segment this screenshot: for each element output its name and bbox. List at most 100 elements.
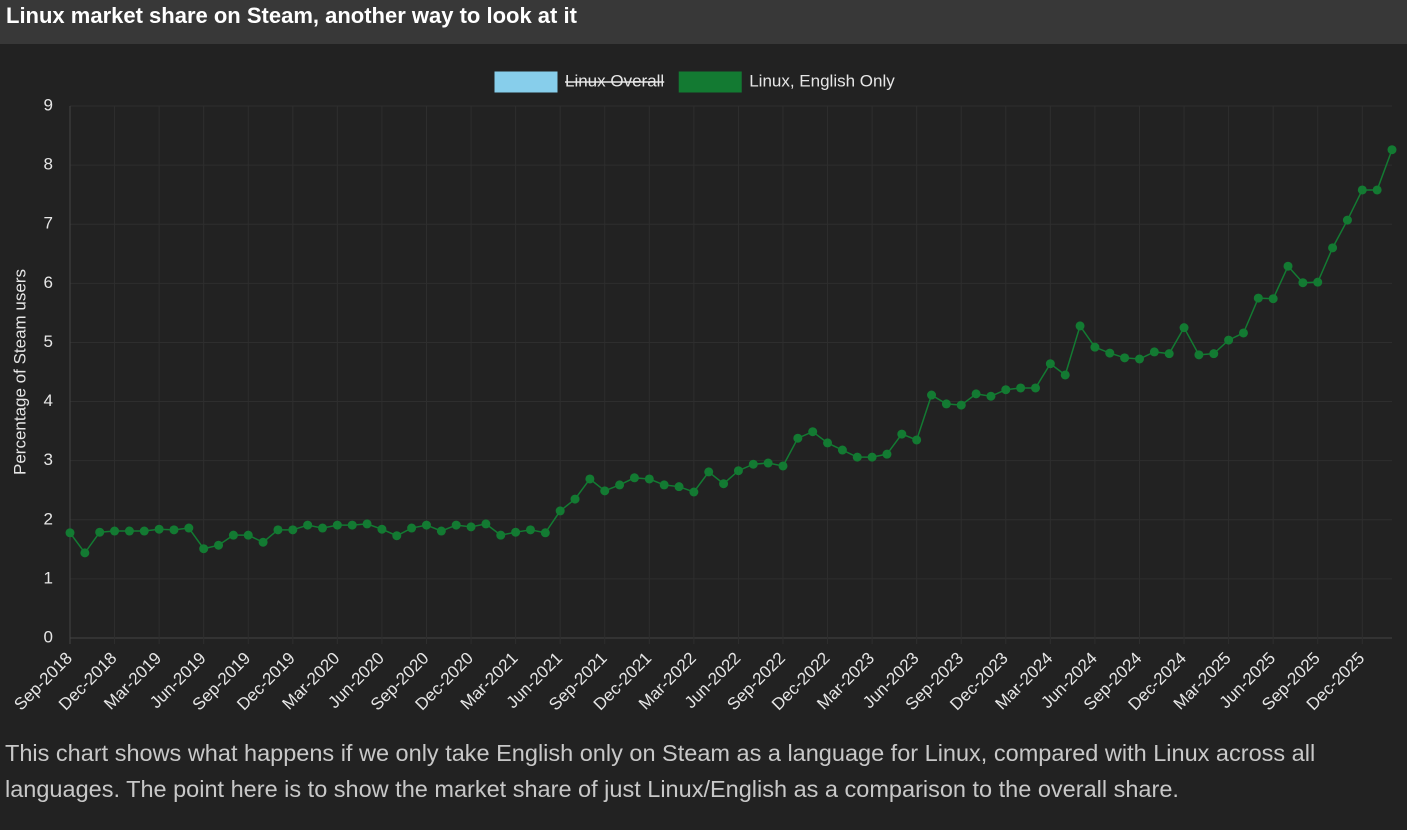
data-point bbox=[228, 530, 238, 540]
data-point bbox=[1060, 370, 1070, 380]
data-point bbox=[154, 524, 164, 534]
data-point bbox=[332, 520, 342, 530]
data-point bbox=[1268, 294, 1278, 304]
chart-title: Linux market share on Steam, another way… bbox=[6, 3, 578, 28]
data-point bbox=[1164, 349, 1174, 359]
data-point bbox=[436, 526, 446, 536]
data-point bbox=[273, 525, 283, 535]
data-point bbox=[837, 445, 847, 455]
data-point bbox=[1016, 383, 1026, 393]
data-point bbox=[570, 494, 580, 504]
data-point bbox=[421, 520, 431, 530]
data-point bbox=[95, 527, 105, 537]
data-point bbox=[1031, 383, 1041, 393]
data-point bbox=[600, 486, 610, 496]
data-point bbox=[1372, 185, 1382, 195]
data-point bbox=[1357, 185, 1367, 195]
data-point bbox=[733, 466, 743, 476]
data-point bbox=[139, 526, 149, 536]
data-point bbox=[540, 528, 550, 538]
y-tick-label: 6 bbox=[44, 273, 53, 292]
data-point bbox=[882, 449, 892, 459]
data-point bbox=[169, 525, 179, 535]
data-point bbox=[362, 519, 372, 529]
y-tick-label: 8 bbox=[44, 155, 53, 174]
data-point bbox=[763, 458, 773, 468]
data-point bbox=[1328, 243, 1338, 253]
data-point bbox=[1001, 385, 1011, 395]
data-point bbox=[1105, 348, 1115, 358]
data-point bbox=[184, 523, 194, 533]
data-point bbox=[659, 480, 669, 490]
y-tick-label: 9 bbox=[44, 95, 53, 114]
y-tick-label: 5 bbox=[44, 332, 53, 351]
y-tick-label: 7 bbox=[44, 214, 53, 233]
data-point bbox=[1075, 321, 1085, 331]
data-point bbox=[347, 520, 357, 530]
data-point bbox=[823, 438, 833, 448]
y-tick-label: 1 bbox=[44, 568, 53, 587]
data-point bbox=[1342, 215, 1352, 225]
legend-swatch[interactable] bbox=[678, 71, 742, 93]
data-point bbox=[1209, 349, 1219, 359]
y-tick-label: 0 bbox=[44, 627, 53, 646]
data-point bbox=[407, 523, 417, 533]
data-point bbox=[808, 427, 818, 437]
data-point bbox=[110, 526, 120, 536]
data-point bbox=[704, 467, 714, 477]
data-point bbox=[941, 399, 951, 409]
data-point bbox=[318, 523, 328, 533]
data-point bbox=[466, 522, 476, 532]
data-point bbox=[214, 540, 224, 550]
data-point bbox=[288, 525, 298, 535]
header-bar bbox=[0, 0, 1407, 44]
y-tick-label: 3 bbox=[44, 450, 53, 469]
legend-label[interactable]: Linux, English Only bbox=[749, 71, 895, 90]
data-point bbox=[971, 389, 981, 399]
data-point bbox=[525, 525, 535, 535]
legend-label[interactable]: Linux Overall bbox=[565, 71, 664, 90]
data-point bbox=[1387, 145, 1397, 155]
data-point bbox=[1238, 328, 1248, 338]
data-point bbox=[1149, 347, 1159, 357]
data-point bbox=[1283, 261, 1293, 271]
data-point bbox=[674, 482, 684, 492]
data-point bbox=[912, 435, 922, 445]
data-point bbox=[778, 461, 788, 471]
data-point bbox=[199, 544, 209, 554]
data-point bbox=[377, 524, 387, 534]
data-point bbox=[1120, 353, 1130, 363]
data-point bbox=[793, 433, 803, 443]
data-point bbox=[1298, 278, 1308, 288]
y-tick-label: 4 bbox=[44, 391, 53, 410]
data-point bbox=[1253, 293, 1263, 303]
data-point bbox=[451, 520, 461, 530]
data-point bbox=[1045, 359, 1055, 369]
description: This chart shows what happens if we only… bbox=[5, 740, 1316, 802]
data-point bbox=[1134, 354, 1144, 364]
data-point bbox=[1090, 342, 1100, 352]
data-point bbox=[897, 429, 907, 439]
data-point bbox=[956, 400, 966, 410]
data-point bbox=[481, 519, 491, 529]
data-point bbox=[392, 531, 402, 541]
data-point bbox=[1224, 335, 1234, 345]
data-point bbox=[689, 487, 699, 497]
data-point bbox=[867, 452, 877, 462]
data-point bbox=[644, 474, 654, 484]
data-point bbox=[585, 474, 595, 484]
chart: Linux market share on Steam, another way… bbox=[0, 0, 1407, 714]
data-point bbox=[719, 479, 729, 489]
data-point bbox=[852, 452, 862, 462]
data-point bbox=[986, 391, 996, 401]
data-point bbox=[1313, 277, 1323, 287]
data-point bbox=[124, 526, 134, 536]
data-point bbox=[629, 473, 639, 483]
legend-swatch[interactable] bbox=[494, 71, 558, 93]
data-point bbox=[555, 506, 565, 516]
y-tick-label: 2 bbox=[44, 509, 53, 528]
data-point bbox=[1179, 323, 1189, 333]
data-point bbox=[1194, 350, 1204, 360]
series-line bbox=[69, 149, 1393, 555]
